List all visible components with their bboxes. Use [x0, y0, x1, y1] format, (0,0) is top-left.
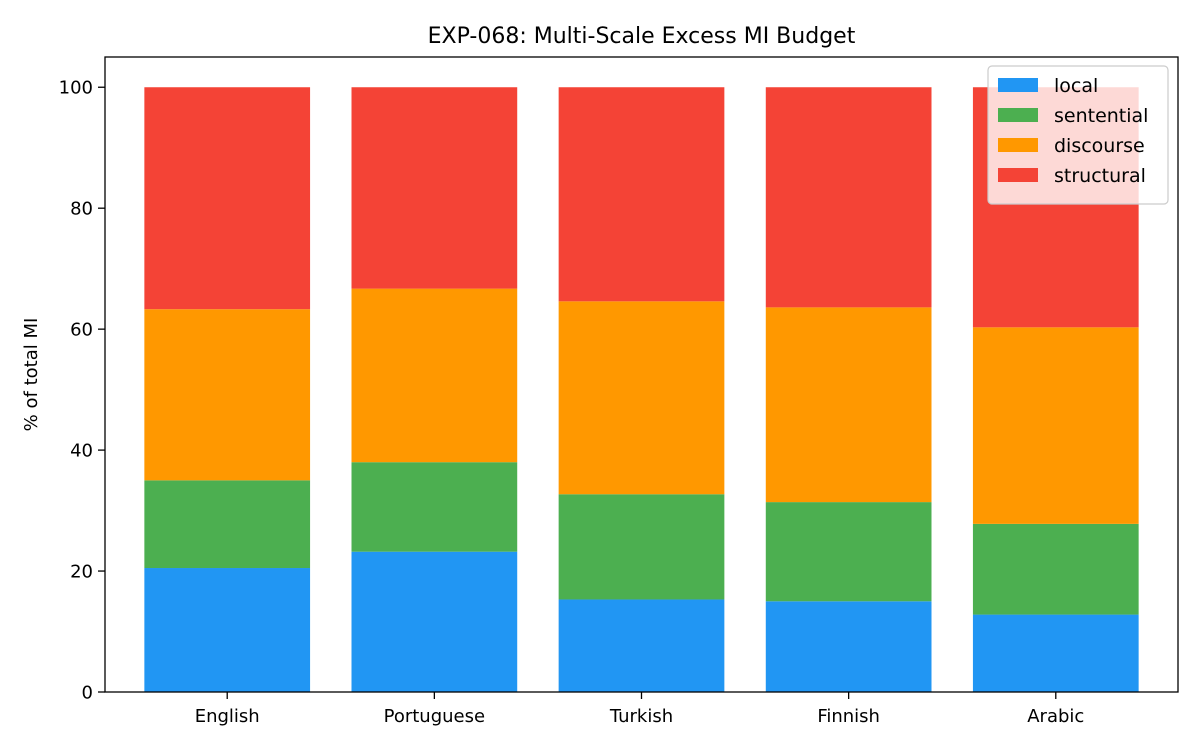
bar-structural-finnish — [765, 87, 932, 308]
legend: local sentential discourse structural — [987, 65, 1169, 205]
bar-sentential-english — [144, 480, 311, 569]
bar-structural-portuguese — [351, 87, 518, 289]
plot-frame — [104, 56, 1179, 693]
bar-discourse-arabic — [972, 327, 1139, 524]
legend-swatch-sentential — [998, 108, 1038, 122]
x-tick-label: Finnish — [817, 706, 880, 727]
y-tick-label: 60 — [70, 320, 93, 341]
bar-local-finnish — [765, 601, 932, 692]
y-axis-label: % of total MI — [21, 318, 42, 432]
legend-label-discourse: discourse — [1054, 135, 1145, 157]
bar-sentential-turkish — [558, 494, 725, 600]
y-tick-label: 100 — [59, 78, 93, 99]
bar-structural-english — [144, 87, 311, 310]
legend-swatch-discourse — [998, 138, 1038, 152]
legend-label-sentential: sentential — [1054, 105, 1148, 127]
y-tick-label: 0 — [82, 683, 93, 704]
bar-local-turkish — [558, 599, 725, 692]
legend-swatch-structural — [998, 168, 1038, 182]
bar-discourse-portuguese — [351, 288, 518, 463]
bar-sentential-portuguese — [351, 462, 518, 552]
bar-sentential-arabic — [972, 523, 1139, 615]
bar-discourse-finnish — [765, 307, 932, 503]
chart-title: EXP-068: Multi-Scale Excess MI Budget — [428, 24, 856, 49]
x-tick-label: Portuguese — [384, 706, 485, 727]
y-tick-label: 20 — [70, 562, 93, 583]
y-axis: 0 20 40 60 80 100 — [59, 78, 105, 704]
bar-local-english — [144, 568, 311, 692]
bar-sentential-finnish — [765, 502, 932, 602]
legend-label-structural: structural — [1054, 165, 1146, 187]
bar-discourse-turkish — [558, 301, 725, 495]
legend-swatch-local — [998, 78, 1038, 92]
bar-discourse-english — [144, 309, 311, 481]
x-axis: English Portuguese Turkish Finnish Arabic — [195, 692, 1084, 727]
bar-local-portuguese — [351, 551, 518, 692]
bars-group — [144, 87, 1139, 692]
legend-label-local: local — [1054, 75, 1098, 97]
x-tick-label: English — [195, 706, 260, 727]
bar-structural-turkish — [558, 87, 725, 302]
x-tick-label: Arabic — [1027, 706, 1084, 727]
x-tick-label: Turkish — [609, 706, 673, 727]
y-tick-label: 80 — [70, 199, 93, 220]
bar-local-arabic — [972, 614, 1139, 692]
y-tick-label: 40 — [70, 441, 93, 462]
